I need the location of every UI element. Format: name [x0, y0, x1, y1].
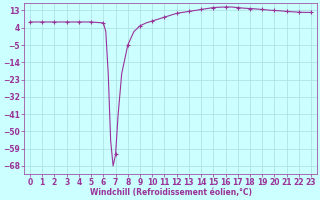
X-axis label: Windchill (Refroidissement éolien,°C): Windchill (Refroidissement éolien,°C)	[90, 188, 252, 197]
